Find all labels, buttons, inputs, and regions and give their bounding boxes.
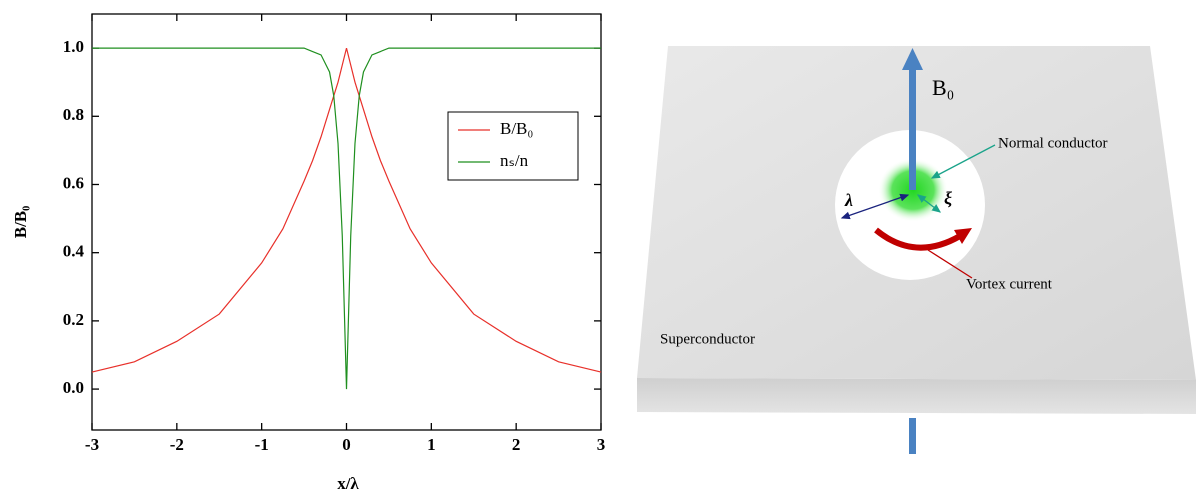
y-tick-label: 0.0	[63, 378, 84, 397]
x-tick-label: 0	[342, 435, 351, 454]
lambda-arrow	[840, 193, 910, 220]
y-axis-label: B/B₀	[11, 206, 30, 239]
x-tick-label: -2	[170, 435, 184, 454]
field-label: B₀	[932, 75, 954, 100]
current-arrow-head	[954, 228, 972, 244]
x-tick-label: 3	[597, 435, 606, 454]
series-line	[91, 47, 602, 373]
y-tick-label: 0.2	[63, 310, 84, 329]
x-tick-label: -3	[85, 435, 99, 454]
legend-label: B/B₀	[500, 119, 533, 138]
x-tick-label: 1	[427, 435, 436, 454]
core-label: Normal conductor	[998, 135, 1108, 151]
pointer	[930, 144, 996, 179]
slab-side	[637, 378, 1196, 414]
diagram: B₀ Normal conductor λ ξ Vortex current S…	[637, 46, 1196, 454]
x-axis-label: x/λ	[337, 474, 359, 493]
y-tick-label: 0.6	[63, 173, 84, 192]
current-arrow	[874, 227, 962, 251]
y-tick-label: 0.4	[63, 242, 85, 261]
lambda-label: λ	[844, 190, 853, 210]
y-tick-label: 0.8	[63, 105, 84, 124]
series-line	[92, 47, 601, 390]
field-arrow	[909, 68, 916, 190]
pointer	[927, 249, 973, 279]
legend-box	[447, 111, 579, 181]
field-arrow-head	[902, 48, 923, 70]
x-tick-label: 2	[512, 435, 521, 454]
y-tick-label: 1.0	[63, 37, 84, 56]
current-label: Vortex current	[966, 276, 1053, 292]
field-arrow-tail	[909, 418, 916, 454]
material-label: Superconductor	[660, 331, 755, 347]
xi-arrow	[916, 194, 942, 213]
chart: x/λ B/B₀ -3 -2 -1 0 1 2 3 0.0 0.2 0.4 0.6 0.8 1.0 B/B…	[11, 13, 606, 493]
legend-label: nₛ/n	[500, 151, 529, 170]
xi-label: ξ	[944, 188, 952, 209]
x-tick-label: -1	[255, 435, 269, 454]
